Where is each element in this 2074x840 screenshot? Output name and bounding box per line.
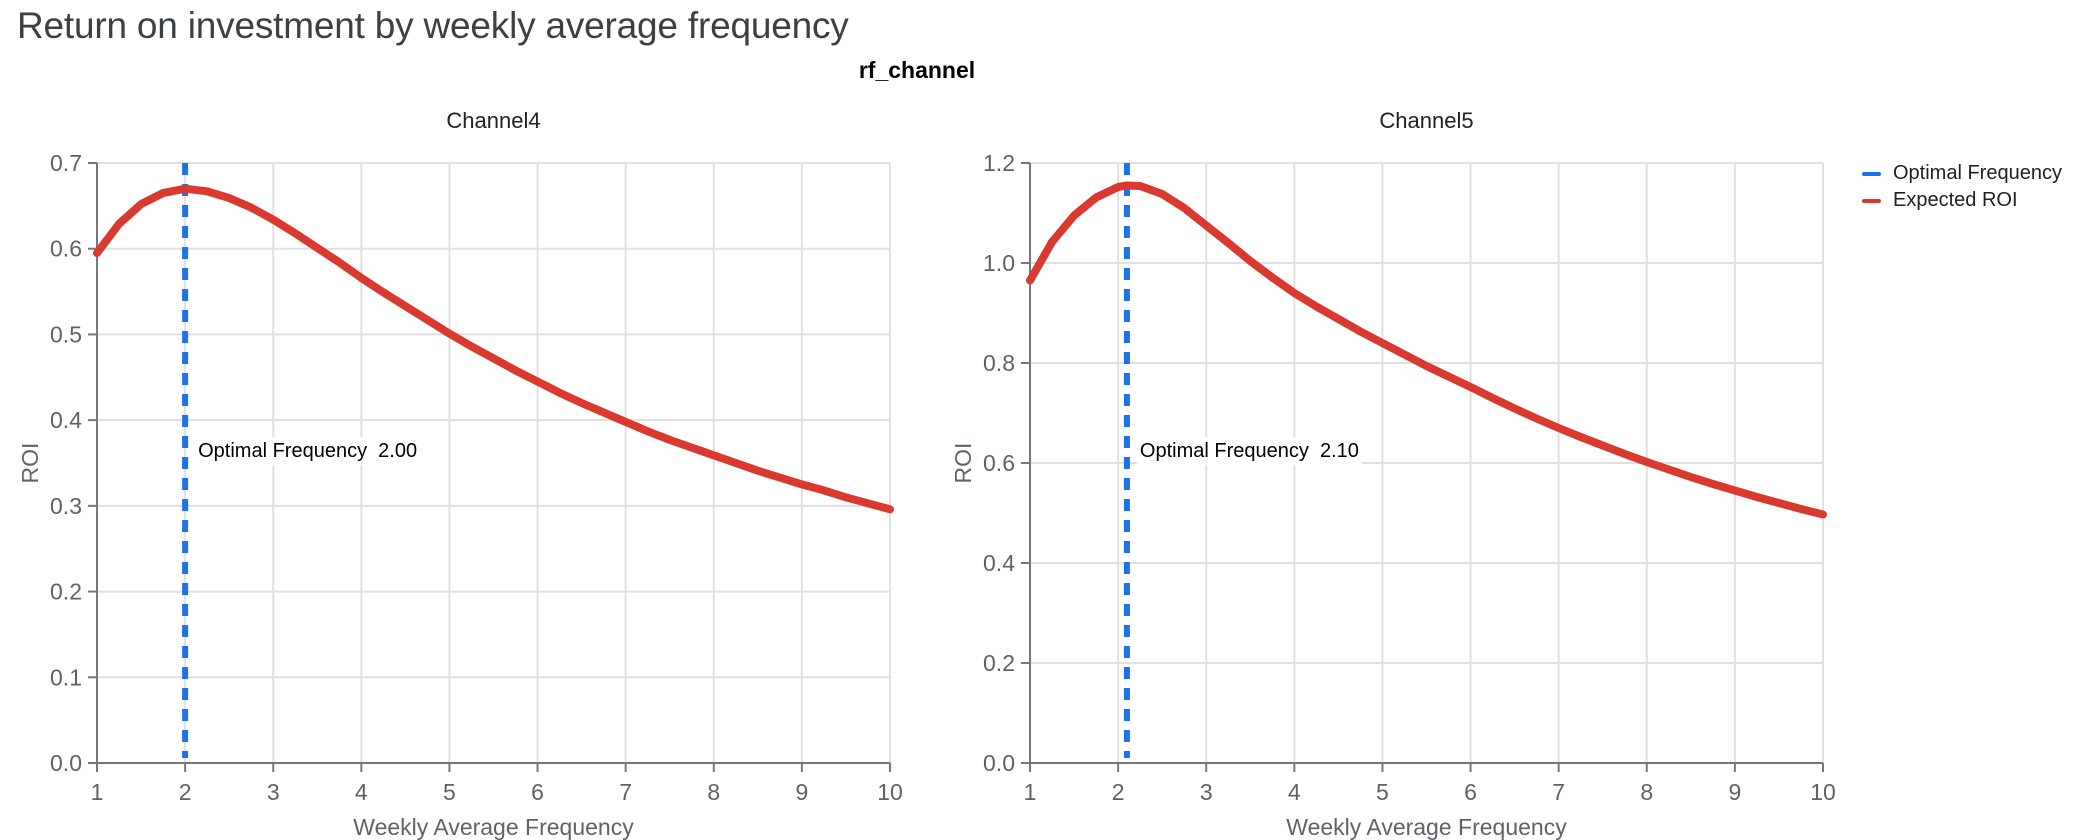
y-tick-label: 0.2 <box>983 650 1015 676</box>
x-tick-label: 9 <box>795 779 808 805</box>
x-tick-label: 8 <box>1640 779 1653 805</box>
legend-label-optimal-frequency: Optimal Frequency <box>1893 162 2062 184</box>
x-tick-label: 3 <box>1200 779 1213 805</box>
y-tick-label: 0.5 <box>50 321 82 347</box>
x-tick-label: 7 <box>1552 779 1565 805</box>
expected-roi-curve <box>1026 181 1827 519</box>
expected-roi-line-swatch <box>1862 198 1881 203</box>
x-tick-label: 2 <box>1112 779 1125 805</box>
y-tick-label: 0.2 <box>50 579 82 605</box>
x-axis-title: Weekly Average Frequency <box>1286 814 1567 840</box>
y-tick-label: 0.1 <box>50 664 82 690</box>
x-tick-label: 1 <box>1024 779 1037 805</box>
optimal-frequency-annotation: Optimal Frequency 2.10 <box>1140 440 1359 462</box>
x-tick-label: 6 <box>531 779 544 805</box>
y-tick-label: 0.7 <box>50 150 82 176</box>
x-tick-label: 8 <box>707 779 720 805</box>
x-tick-label: 10 <box>877 779 903 805</box>
y-tick-label: 0.3 <box>50 493 82 519</box>
y-tick-label: 0.0 <box>983 750 1015 776</box>
y-tick-label: 0.4 <box>983 550 1015 576</box>
y-axis-title: ROI <box>950 443 976 484</box>
x-tick-label: 6 <box>1464 779 1477 805</box>
x-tick-label: 5 <box>443 779 456 805</box>
annotation-background <box>1136 437 1362 465</box>
legend: Optimal Frequency Expected ROI <box>1862 160 2062 214</box>
x-tick-label: 3 <box>267 779 280 805</box>
y-tick-label: 0.0 <box>50 750 82 776</box>
x-tick-label: 10 <box>1810 779 1836 805</box>
expected-roi-curve <box>93 184 894 514</box>
y-tick-label: 0.6 <box>983 450 1015 476</box>
x-tick-label: 1 <box>91 779 104 805</box>
x-tick-label: 9 <box>1728 779 1741 805</box>
x-tick-label: 4 <box>1288 779 1301 805</box>
y-tick-label: 0.6 <box>50 236 82 262</box>
x-tick-label: 5 <box>1376 779 1389 805</box>
x-tick-label: 7 <box>619 779 632 805</box>
optimal-frequency-line-swatch <box>1862 171 1881 176</box>
legend-label-expected-roi: Expected ROI <box>1893 189 2018 211</box>
y-tick-label: 0.8 <box>983 350 1015 376</box>
x-axis-title: Weekly Average Frequency <box>353 814 634 840</box>
x-tick-label: 2 <box>179 779 192 805</box>
optimal-frequency-annotation: Optimal Frequency 2.00 <box>198 440 417 462</box>
page-title: Return on investment by weekly average f… <box>17 5 849 46</box>
annotation-background <box>195 437 421 465</box>
legend-item-optimal-frequency: Optimal Frequency <box>1862 160 2062 187</box>
y-tick-label: 1.0 <box>983 250 1015 276</box>
figure-subtitle: rf_channel <box>858 57 976 83</box>
chart-channel4: 1 2 3 4 5 6 7 8 9 10 0.0 0.1 0.2 0.3 0.4 0.5 0.6 0.7 Weekl… <box>17 108 903 840</box>
facet-title: Channel5 <box>1379 108 1473 133</box>
y-tick-label: 1.2 <box>983 150 1015 176</box>
chart-channel5: 1 2 3 4 5 6 7 8 9 10 0.0 0.2 0.4 0.6 0.8 1.0 1.2 Weekly A… <box>950 108 1836 840</box>
facet-title: Channel4 <box>446 108 540 133</box>
x-tick-label: 4 <box>355 779 368 805</box>
y-axis-title: ROI <box>17 443 43 484</box>
y-tick-label: 0.4 <box>50 407 82 433</box>
legend-item-expected-roi: Expected ROI <box>1862 187 2062 214</box>
